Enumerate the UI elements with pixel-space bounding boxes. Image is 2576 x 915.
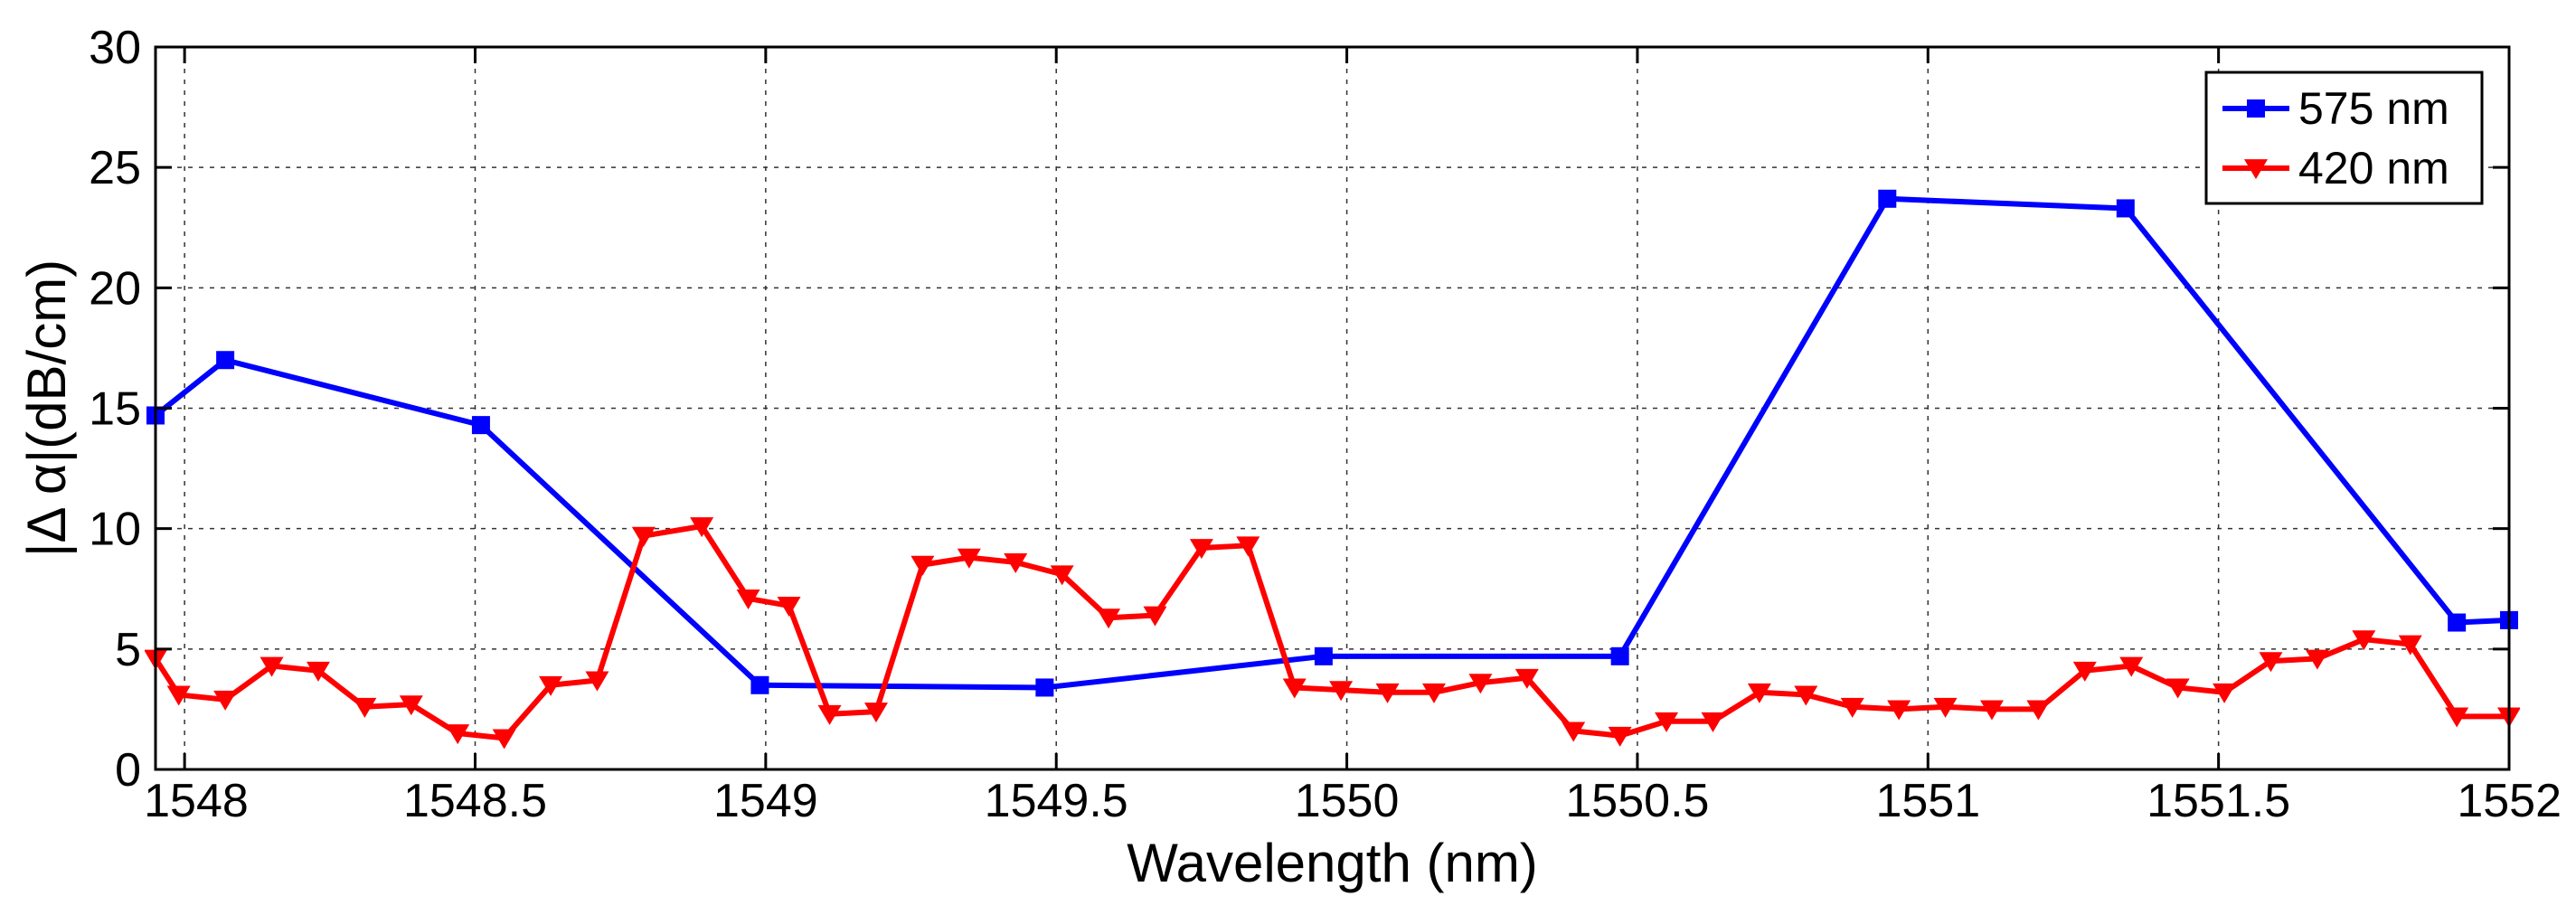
data-point-420-nm <box>1933 697 1958 718</box>
data-point-420-nm <box>2352 630 2376 651</box>
data-point-420-nm <box>817 704 842 725</box>
x-tick-label: 1548 <box>144 775 249 827</box>
data-point-420-nm <box>539 675 563 696</box>
data-point-420-nm <box>1701 712 1725 732</box>
data-point-575-nm <box>1610 646 1629 665</box>
data-point-420-nm <box>1329 681 1354 702</box>
x-tick-label: 1552 <box>2457 775 2562 827</box>
x-tick-label: 1549 <box>713 775 818 827</box>
x-tick-label: 1550.5 <box>1565 775 1709 827</box>
data-point-420-nm <box>1375 683 1400 703</box>
data-point-420-nm <box>2213 683 2237 703</box>
data-point-420-nm <box>2026 700 2051 721</box>
data-point-420-nm <box>957 548 981 569</box>
data-point-420-nm <box>1050 565 1074 586</box>
legend-entry-label: 575 nm <box>2298 83 2449 134</box>
data-point-420-nm <box>863 703 888 723</box>
data-point-575-nm <box>216 351 235 370</box>
x-tick-label: 1548.5 <box>403 775 547 827</box>
data-point-420-nm <box>1097 608 1121 629</box>
data-point-420-nm <box>2398 635 2422 656</box>
x-tick-label: 1551.5 <box>2147 775 2290 827</box>
data-point-575-nm <box>2116 199 2135 218</box>
data-point-575-nm <box>1035 678 1054 697</box>
data-point-420-nm <box>399 695 423 716</box>
data-point-420-nm <box>166 685 191 706</box>
data-point-420-nm <box>2166 678 2190 699</box>
data-point-420-nm <box>213 690 238 711</box>
data-point-420-nm <box>306 661 330 682</box>
y-tick-label: 25 <box>89 142 141 194</box>
data-point-575-nm <box>2448 613 2467 632</box>
data-point-420-nm <box>446 724 470 745</box>
data-point-420-nm <box>1236 536 1260 557</box>
data-point-420-nm <box>1979 700 2004 721</box>
y-tick-label: 15 <box>89 383 141 436</box>
data-point-420-nm <box>2259 652 2283 673</box>
x-axis-label: Wavelength (nm) <box>1127 833 1538 893</box>
data-point-575-nm <box>750 675 769 694</box>
data-point-420-nm <box>1004 553 1028 574</box>
data-point-420-nm <box>585 671 609 692</box>
legend-marker-420-nm <box>2244 159 2268 180</box>
data-point-420-nm <box>2072 661 2097 682</box>
data-point-420-nm <box>1794 685 1818 706</box>
data-point-420-nm <box>2445 707 2469 728</box>
legend-marker-575-nm <box>2247 99 2265 118</box>
data-point-420-nm <box>1468 674 1493 694</box>
data-point-420-nm <box>1747 683 1771 703</box>
data-point-420-nm <box>777 596 801 617</box>
x-tick-label: 1549.5 <box>985 775 1128 827</box>
data-point-420-nm <box>492 729 516 750</box>
data-point-420-nm <box>1840 697 1864 718</box>
data-point-575-nm <box>1314 646 1333 665</box>
y-axis-label: |Δ α|(dB/cm) <box>16 259 77 557</box>
data-point-575-nm <box>471 416 490 435</box>
data-point-420-nm <box>1887 700 1911 721</box>
legend: 575 nm 420 nm <box>2204 71 2484 205</box>
data-point-420-nm <box>736 590 760 610</box>
data-point-420-nm <box>1189 539 1213 560</box>
data-point-420-nm <box>631 526 656 547</box>
data-point-420-nm <box>1282 678 1307 699</box>
x-tick-label: 1550 <box>1295 775 1400 827</box>
legend-entry-label: 420 nm <box>2298 143 2449 193</box>
data-point-420-nm <box>1655 712 1679 732</box>
y-tick-label: 30 <box>89 22 141 74</box>
data-point-420-nm <box>353 697 377 718</box>
data-point-420-nm <box>1421 683 1446 703</box>
data-point-420-nm <box>1608 726 1632 747</box>
data-point-420-nm <box>690 517 714 538</box>
data-point-420-nm <box>2119 656 2144 677</box>
axis-ticks: 1548 1548.5 1549 1549.5 1550 1550.5 1551 1551.5… <box>89 22 2562 827</box>
series-line-420-nm <box>153 524 2509 741</box>
data-point-420-nm <box>911 555 935 576</box>
data-point-420-nm <box>1562 722 1586 742</box>
data-point-575-nm <box>1878 189 1897 208</box>
data-point-420-nm <box>2305 649 2329 670</box>
x-tick-label: 1551 <box>1875 775 1980 827</box>
y-tick-label: 20 <box>89 262 141 315</box>
y-tick-label: 0 <box>115 744 141 797</box>
data-point-420-nm <box>1143 606 1167 627</box>
data-point-420-nm <box>1514 668 1539 689</box>
data-point-420-nm <box>259 656 284 677</box>
legend-box <box>2204 71 2484 205</box>
y-tick-label: 10 <box>89 504 141 556</box>
y-tick-label: 5 <box>115 624 141 676</box>
